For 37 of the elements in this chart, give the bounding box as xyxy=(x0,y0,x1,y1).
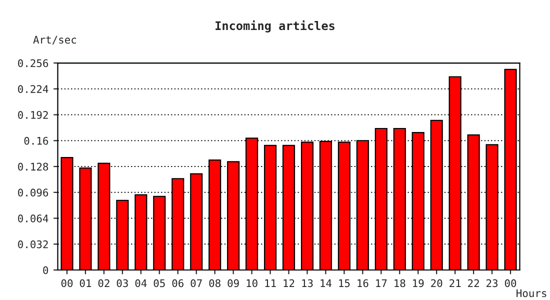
x-tick-label: 23 xyxy=(486,279,498,288)
x-tick-label: 01 xyxy=(80,279,92,288)
x-tick-label: 21 xyxy=(450,279,461,287)
y-tick-label: 0.192 xyxy=(18,111,48,119)
x-tick-label: 00 xyxy=(504,279,516,288)
x-tick-label: 09 xyxy=(228,279,239,288)
x-tick-label: 17 xyxy=(376,279,387,287)
x-tick-label: 07 xyxy=(190,279,202,288)
x-tick-label: 19 xyxy=(413,279,424,288)
y-tick-label: 0.256 xyxy=(18,59,48,68)
y-tick-label: 0.032 xyxy=(18,240,48,248)
y-tick-label: 0.096 xyxy=(18,188,48,197)
y-tick-label: 0.16 xyxy=(24,136,48,145)
x-tick-label: 02 xyxy=(98,279,110,288)
x-axis-title: Hours xyxy=(516,289,546,298)
x-tick-label: 22 xyxy=(468,279,479,287)
x-tick-label: 15 xyxy=(339,279,350,288)
y-tick-label: 0.128 xyxy=(18,162,48,171)
y-tick-label: 0.064 xyxy=(18,214,48,222)
y-axis-title: Art/sec xyxy=(33,36,76,44)
x-tick-label: 14 xyxy=(320,279,332,287)
x-tick-label: 13 xyxy=(302,279,313,288)
x-tick-label: 06 xyxy=(172,279,184,288)
y-tick-label: 0.224 xyxy=(18,85,48,94)
x-tick-label: 03 xyxy=(116,279,128,288)
y-tick-label: 0 xyxy=(43,266,48,274)
x-tick-label: 10 xyxy=(246,279,258,288)
x-tick-label: 08 xyxy=(209,279,220,288)
x-tick-label: 20 xyxy=(431,279,442,288)
x-tick-label: 16 xyxy=(358,279,368,288)
x-tick-label: 05 xyxy=(154,279,165,288)
x-tick-label: 18 xyxy=(394,279,406,288)
x-tick-label: 11 xyxy=(265,279,276,287)
x-tick-label: 12 xyxy=(284,279,294,287)
x-tick-label: 00 xyxy=(61,279,73,288)
chart-title: Incoming articles xyxy=(216,20,334,32)
x-tick-label: 04 xyxy=(135,279,147,288)
